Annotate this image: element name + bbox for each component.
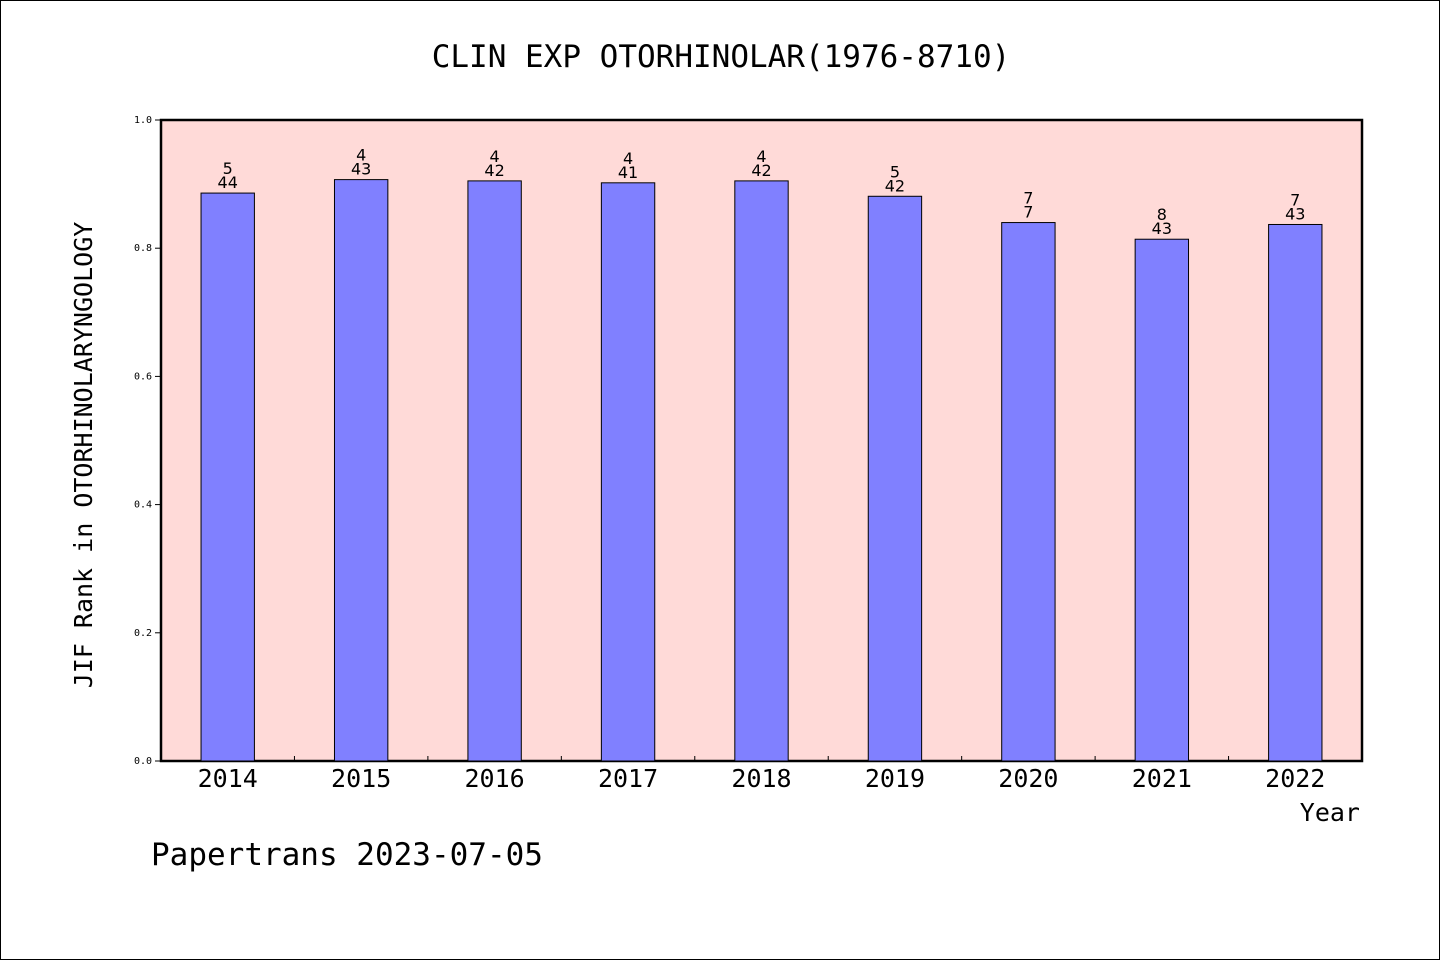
x-axis-ticks: 2014 2015 2016 2017 2018 2019 2020 2021 2022 xyxy=(198,756,1325,793)
x-tick-label: 2020 xyxy=(998,764,1058,793)
bar-2014 xyxy=(200,192,255,762)
bar-label-bottom: 43 xyxy=(351,160,371,179)
bar-2018 xyxy=(734,180,789,762)
x-tick-label: 2021 xyxy=(1132,764,1192,793)
bar-2019 xyxy=(867,195,923,762)
bar-label-top: 4 xyxy=(356,146,366,165)
bar-2021 xyxy=(1134,238,1190,762)
bar-label-top: 5 xyxy=(223,159,233,178)
y-tick-label: 0.4 xyxy=(134,500,152,511)
y-tick-label: 0.8 xyxy=(134,243,152,254)
x-tick-label: 2014 xyxy=(198,764,258,793)
bar-label-top: 8 xyxy=(1157,205,1167,224)
y-axis-label: JIF Rank in OTORHINOLARYNGOLOGY xyxy=(69,222,98,689)
y-tick-label: 0.0 xyxy=(134,756,152,767)
chart-title: CLIN EXP OTORHINOLAR(1976-8710) xyxy=(432,39,1011,75)
x-tick-label: 2016 xyxy=(465,764,525,793)
bar-2015 xyxy=(333,179,389,762)
bar-2022 xyxy=(1268,223,1323,762)
bar-label-top: 4 xyxy=(623,149,633,168)
bar-label-top: 7 xyxy=(1290,190,1300,209)
bar-label-bottom: 42 xyxy=(751,161,771,180)
bar-label-bottom: 42 xyxy=(885,176,905,195)
y-tick-label: 0.6 xyxy=(134,371,152,382)
footer-credit: Papertrans 2023-07-05 xyxy=(151,837,543,873)
bar-label-top: 7 xyxy=(1023,189,1033,208)
bar-2020 xyxy=(1001,222,1056,762)
bar-2017 xyxy=(600,182,656,762)
bar-label-top: 4 xyxy=(756,147,766,166)
bar-label-bottom: 42 xyxy=(484,161,504,180)
x-tick-label: 2017 xyxy=(598,764,658,793)
x-axis-label: Year xyxy=(1300,798,1360,827)
bar-label-bottom: 7 xyxy=(1023,203,1033,222)
bar-2016 xyxy=(467,180,522,762)
bar-label-bottom: 43 xyxy=(1152,219,1172,238)
bar-label-bottom: 41 xyxy=(618,163,638,182)
y-tick-label: 0.2 xyxy=(134,628,152,639)
x-tick-label: 2022 xyxy=(1265,764,1325,793)
x-tick-label: 2018 xyxy=(731,764,791,793)
y-axis-ticks: 0.0 0.2 0.4 0.6 0.8 1.0 xyxy=(134,115,161,767)
bar-label-top: 5 xyxy=(890,162,900,181)
x-tick-label: 2015 xyxy=(331,764,391,793)
x-tick-label: 2019 xyxy=(865,764,925,793)
y-tick-label: 1.0 xyxy=(134,115,152,126)
bar-label-top: 4 xyxy=(490,147,500,166)
bar-label-bottom: 43 xyxy=(1285,204,1305,223)
bar-label-bottom: 44 xyxy=(218,173,238,192)
